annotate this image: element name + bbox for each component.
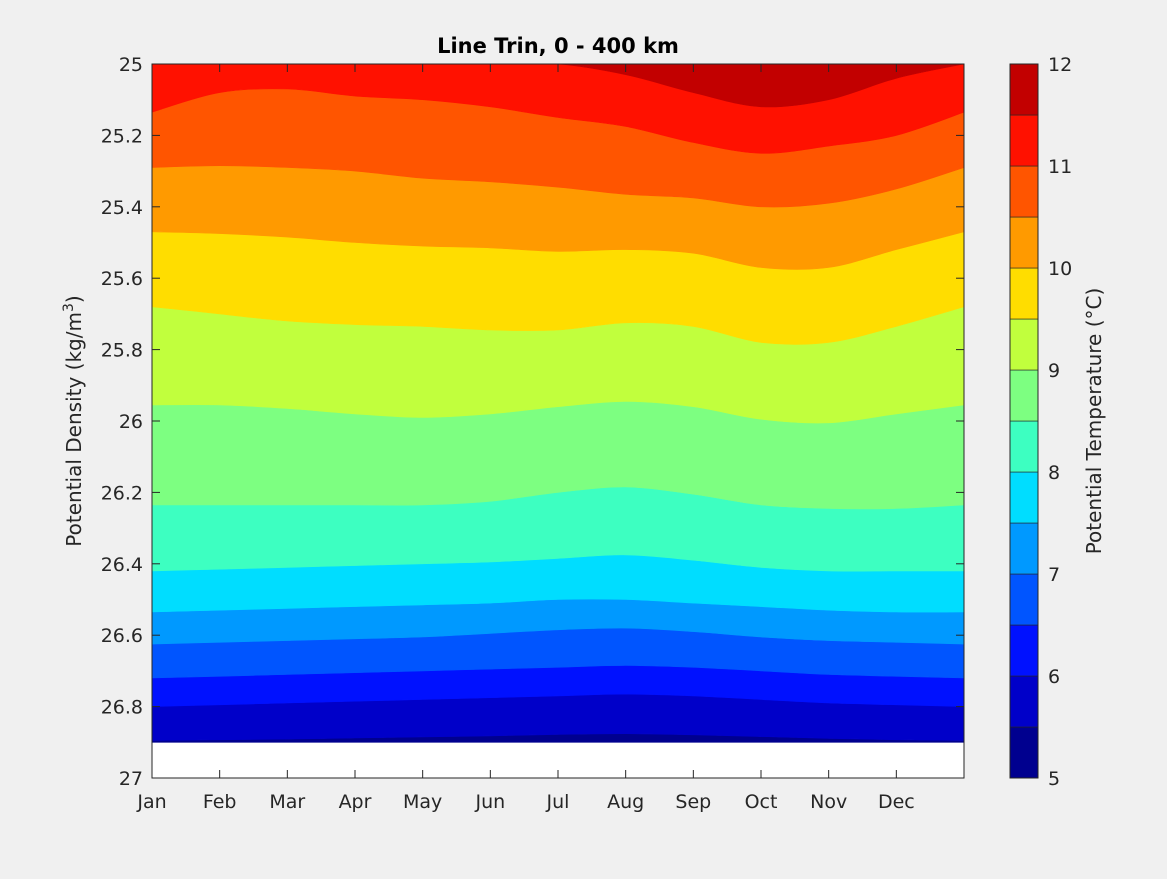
x-tick-label: Sep	[675, 791, 711, 813]
colorbar-swatch-6.5-7	[1009, 573, 1039, 626]
colorbar-tick-label: 7	[1048, 564, 1060, 586]
x-tick-label: Nov	[810, 791, 847, 813]
colorbar-swatch-9-9.5	[1009, 318, 1039, 371]
plot-area: Jan Feb Mar Apr May Jun Jul Aug Sep Oct Nov Dec 25 25…	[101, 54, 965, 813]
temperature-band-11.5-12	[152, 64, 964, 108]
y-tick-label: 26.4	[101, 554, 143, 576]
x-tick-label: Feb	[203, 791, 237, 813]
colorbar-tick-label: 10	[1048, 258, 1072, 280]
y-tick-label: 26.2	[101, 482, 143, 504]
x-tick-label: Aug	[607, 791, 644, 813]
colorbar-tick-label: 12	[1048, 54, 1072, 76]
colorbar-tick-label: 6	[1048, 666, 1060, 688]
colorbar-swatch-8.5-9	[1009, 369, 1039, 422]
colorbar-tick-label: 9	[1048, 360, 1060, 382]
y-tick-label: 25.8	[101, 340, 143, 362]
colorbar-swatch-5.5-6	[1009, 675, 1039, 728]
colorbar-frame	[1009, 63, 1039, 779]
y-axis-label: Potential Density (kg/m3)	[61, 295, 86, 546]
x-tick-label: Jan	[136, 791, 166, 813]
colorbar-tick-label: 11	[1048, 156, 1072, 178]
colorbar-label: Potential Temperature (°C)	[1082, 288, 1106, 555]
colorbar-swatch-10.5-11	[1009, 165, 1039, 218]
y-tick-label: 25.2	[101, 125, 143, 147]
y-tick-label: 27	[119, 768, 143, 790]
colorbar-swatch-11-11.5	[1009, 114, 1039, 167]
x-tick-label: Mar	[269, 791, 305, 813]
colorbar-swatch-5-5.5	[1009, 726, 1039, 779]
colorbar-tick-label: 5	[1048, 768, 1060, 790]
colorbar-swatch-9.5-10	[1009, 267, 1039, 320]
x-tick-label: May	[403, 791, 442, 813]
x-tick-label: Oct	[745, 791, 778, 813]
colorbar-swatch-6-6.5	[1009, 624, 1039, 677]
y-tick-label: 25.4	[101, 197, 143, 219]
x-tick-label: Apr	[339, 791, 372, 813]
colorbar: 5 6 7 8 9 10 11 12 Potential Temperature (°C)	[1009, 54, 1106, 790]
y-tick-label: 25	[119, 54, 143, 76]
y-axis-label-text: Potential Density (kg/m	[62, 312, 86, 547]
y-tick-label: 26.6	[101, 625, 143, 647]
x-tick-label: Dec	[878, 791, 915, 813]
y-tick-label: 26	[119, 411, 143, 433]
colorbar-swatch-10-10.5	[1009, 216, 1039, 269]
colorbar-swatch-11.5-12	[1009, 63, 1039, 116]
y-tick-label: 25.6	[101, 268, 143, 290]
colorbar-tick-label: 8	[1048, 462, 1060, 484]
colorbar-swatch-7.5-8	[1009, 471, 1039, 524]
y-axis-label-close: )	[62, 295, 86, 303]
colorbar-swatch-8-8.5	[1009, 420, 1039, 473]
colorbar-swatch-7-7.5	[1009, 522, 1039, 575]
x-tick-label: Jul	[546, 791, 570, 813]
chart-title: Line Trin, 0 - 400 km	[437, 34, 679, 58]
y-tick-label: 26.8	[101, 697, 143, 719]
y-axis-label-sup: 3	[61, 303, 77, 312]
x-tick-label: Jun	[474, 791, 505, 813]
temperature-band-11-11.5	[152, 64, 964, 154]
